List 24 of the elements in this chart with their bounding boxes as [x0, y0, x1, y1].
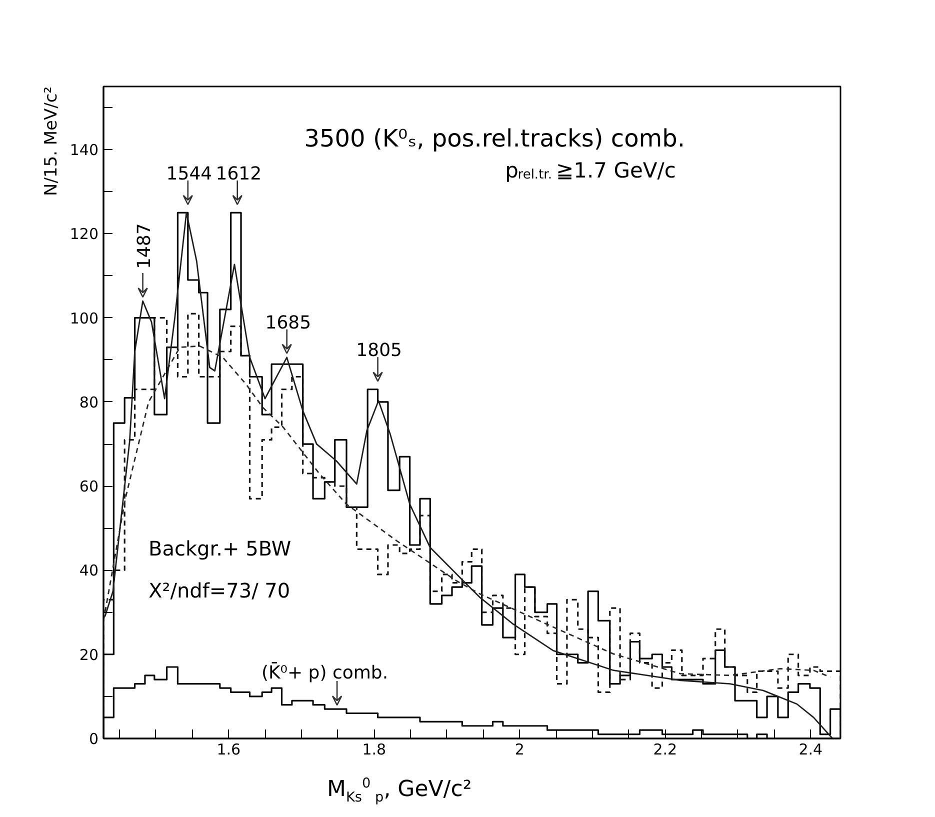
- y-tick-label: 0: [88, 730, 99, 748]
- y-tick-label: 20: [79, 646, 99, 664]
- y-axis-title: N/15. MeV/c²: [42, 86, 62, 196]
- annotation: 1487: [134, 223, 155, 270]
- annotation: 1544: [166, 163, 212, 184]
- annotation: 1805: [356, 340, 402, 362]
- annotation: Backgr.+ 5BW: [148, 536, 292, 560]
- annotation: 1612: [216, 163, 262, 184]
- annotation: 1685: [265, 312, 312, 334]
- text: prel.tr.≧1.7 GeV/c: [505, 158, 676, 183]
- y-tick-label: 60: [79, 478, 99, 496]
- x-tick-label: 2.4: [798, 740, 823, 758]
- x-tick-label: 1.6: [216, 740, 241, 758]
- text: 3500 (K⁰ₛ, pos.rel.tracks) comb.: [304, 124, 686, 152]
- y-tick-label: 100: [70, 309, 99, 328]
- y-tick-label: 120: [70, 225, 99, 244]
- annotation: (K̄⁰+ p) comb.: [261, 661, 388, 684]
- x-tick-label: 1.8: [362, 740, 386, 758]
- y-tick-label: 80: [79, 393, 99, 412]
- annotation: X²/ndf=73/ 70: [148, 578, 290, 602]
- y-tick-label: 40: [79, 562, 99, 580]
- x-tick-label: 2.2: [653, 740, 678, 758]
- y-tick-label: 140: [70, 141, 99, 160]
- x-tick-label: 2: [514, 740, 524, 758]
